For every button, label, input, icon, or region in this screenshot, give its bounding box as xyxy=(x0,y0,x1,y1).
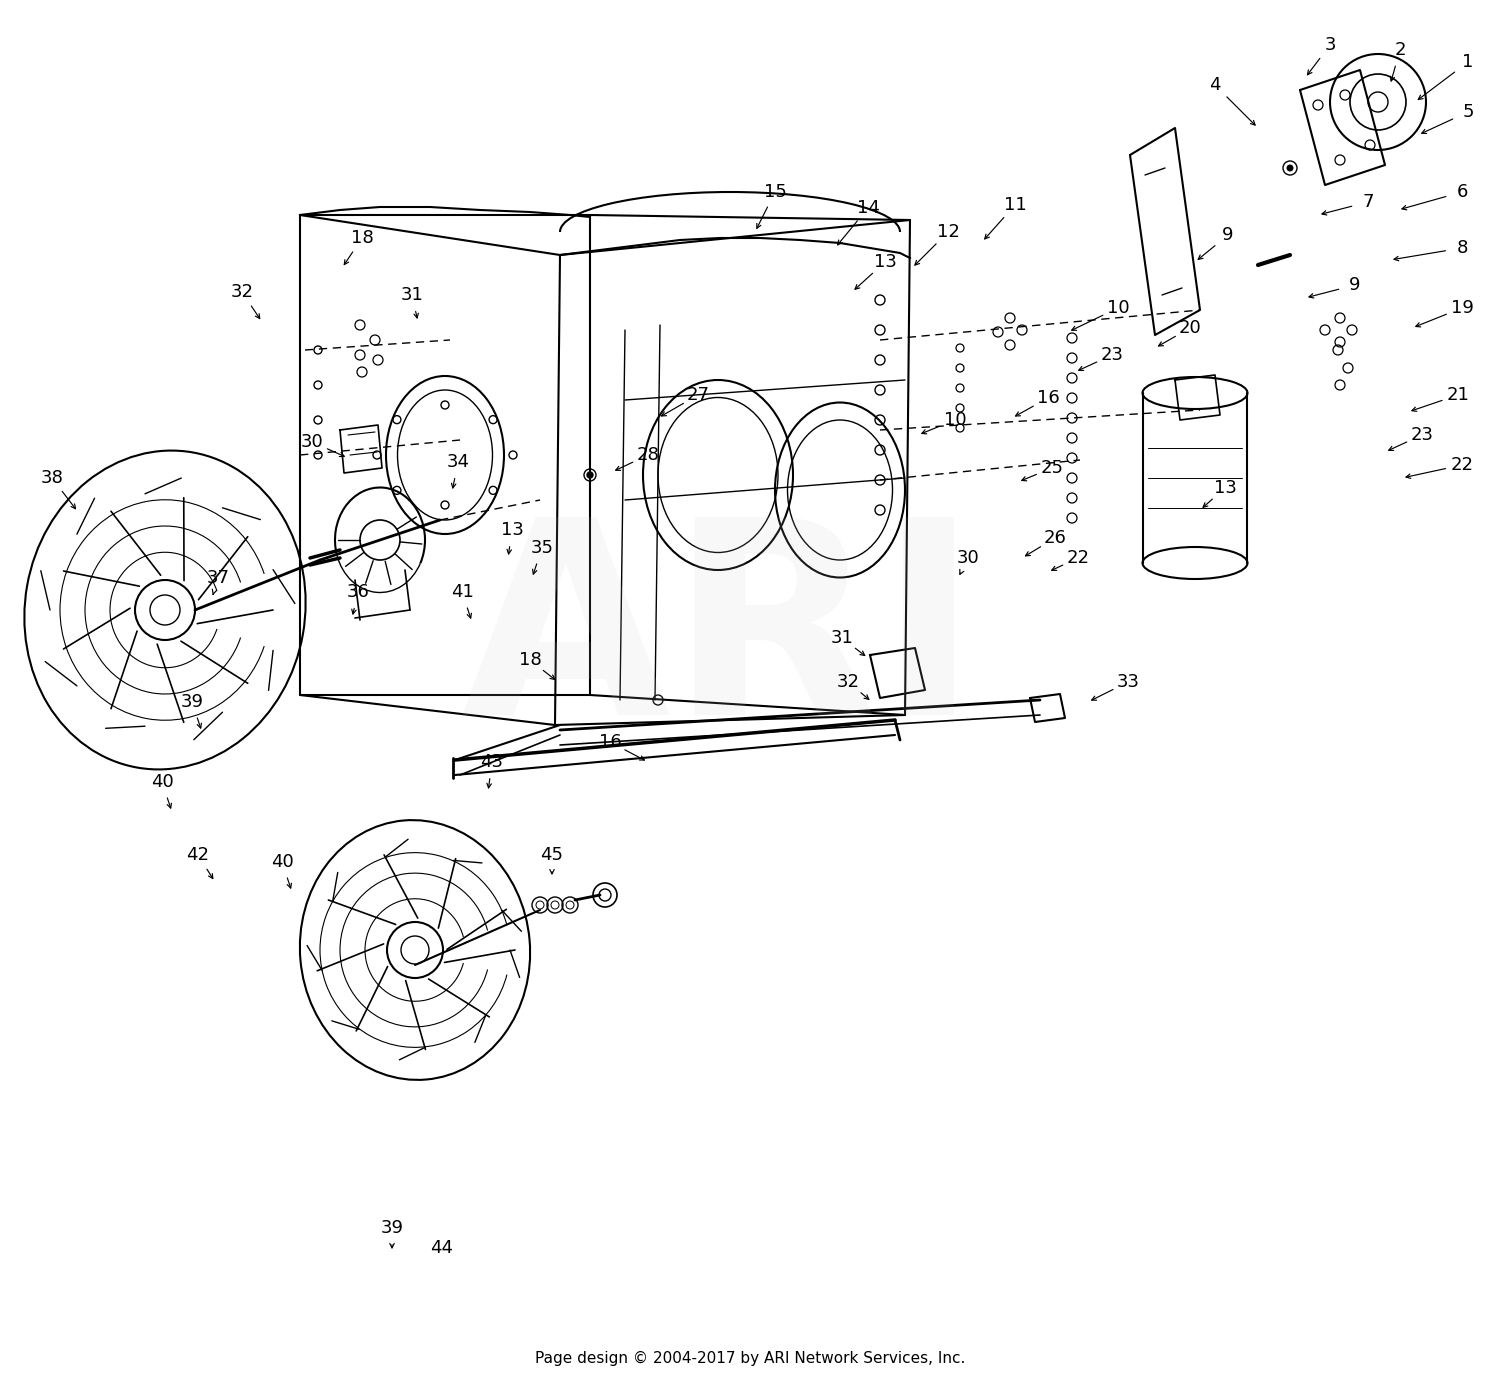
Text: 38: 38 xyxy=(40,469,63,487)
Text: 30: 30 xyxy=(957,549,980,567)
Text: 21: 21 xyxy=(1446,387,1470,405)
Circle shape xyxy=(1287,165,1293,171)
Text: 1: 1 xyxy=(1462,54,1473,72)
Text: 5: 5 xyxy=(1462,103,1473,121)
Text: 45: 45 xyxy=(540,846,564,864)
Text: 23: 23 xyxy=(1410,427,1434,444)
Text: 43: 43 xyxy=(480,753,504,771)
Text: 20: 20 xyxy=(1179,319,1202,337)
Text: 22: 22 xyxy=(1450,455,1473,473)
Text: 16: 16 xyxy=(598,733,621,751)
Text: 36: 36 xyxy=(346,583,369,601)
Text: ARI: ARI xyxy=(460,509,980,771)
Text: 30: 30 xyxy=(300,433,324,451)
Text: 32: 32 xyxy=(231,283,254,301)
Text: 28: 28 xyxy=(636,446,660,464)
Text: 15: 15 xyxy=(764,183,786,201)
Text: 22: 22 xyxy=(1066,549,1089,567)
Text: 33: 33 xyxy=(1116,673,1140,691)
Text: 13: 13 xyxy=(501,522,524,539)
Text: 41: 41 xyxy=(450,583,474,601)
Text: 16: 16 xyxy=(1036,389,1059,407)
Text: 27: 27 xyxy=(687,387,709,405)
Text: 8: 8 xyxy=(1456,239,1467,257)
Text: 40: 40 xyxy=(150,773,174,791)
Text: 37: 37 xyxy=(207,570,230,588)
Text: 9: 9 xyxy=(1222,226,1233,244)
Text: 44: 44 xyxy=(430,1238,453,1258)
Text: Page design © 2004-2017 by ARI Network Services, Inc.: Page design © 2004-2017 by ARI Network S… xyxy=(536,1350,964,1365)
Circle shape xyxy=(586,472,592,477)
Text: 32: 32 xyxy=(837,673,860,691)
Text: 18: 18 xyxy=(519,651,542,669)
Text: 40: 40 xyxy=(270,853,294,871)
Text: 12: 12 xyxy=(936,223,960,241)
Text: 31: 31 xyxy=(831,629,854,647)
Text: 42: 42 xyxy=(186,846,210,864)
Text: 10: 10 xyxy=(1107,299,1130,316)
Text: 25: 25 xyxy=(1041,460,1064,477)
Text: 19: 19 xyxy=(1450,299,1473,316)
Text: 18: 18 xyxy=(351,228,374,248)
Text: 6: 6 xyxy=(1456,183,1467,201)
Text: 10: 10 xyxy=(944,411,966,429)
Text: 35: 35 xyxy=(531,539,554,557)
Text: 23: 23 xyxy=(1101,345,1124,365)
Text: 3: 3 xyxy=(1324,36,1335,54)
Text: 39: 39 xyxy=(381,1219,404,1237)
Text: 13: 13 xyxy=(873,253,897,271)
Text: 39: 39 xyxy=(180,694,204,711)
Text: 14: 14 xyxy=(856,200,879,217)
Text: 2: 2 xyxy=(1395,41,1406,59)
Text: 9: 9 xyxy=(1350,277,1360,294)
Text: 34: 34 xyxy=(447,453,470,471)
Text: 7: 7 xyxy=(1362,193,1374,211)
Text: 11: 11 xyxy=(1004,195,1026,215)
Text: 13: 13 xyxy=(1214,479,1236,497)
Text: 4: 4 xyxy=(1209,76,1221,94)
Text: 26: 26 xyxy=(1044,528,1066,548)
Text: 31: 31 xyxy=(400,286,423,304)
